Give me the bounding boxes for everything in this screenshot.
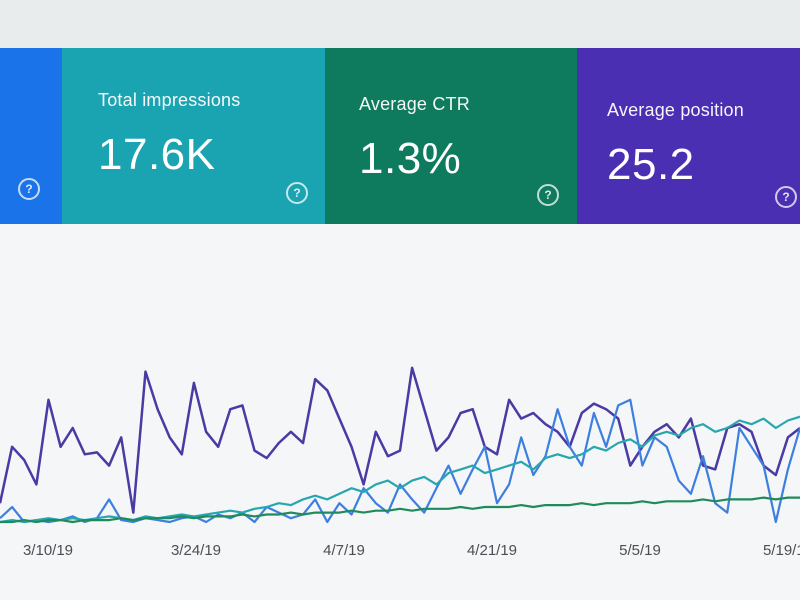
x-tick-label: 4/21/19 — [467, 542, 517, 559]
series-line-position-line — [0, 366, 800, 514]
x-axis-ticks: 3/10/19 3/24/19 4/7/19 4/21/19 5/5/19 5/19/19 — [23, 542, 800, 559]
x-tick-label: 4/7/19 — [323, 542, 365, 559]
series-line-impressions-line — [0, 415, 800, 524]
help-circle-icon[interactable]: ? — [537, 184, 559, 206]
metric-value: 25.2 — [607, 140, 695, 189]
help-circle-icon[interactable]: ? — [775, 186, 797, 208]
average-position-card[interactable]: Average position 25.2 ? — [577, 48, 800, 224]
help-circle-icon[interactable]: ? — [18, 178, 40, 200]
metric-label: Average CTR — [359, 94, 470, 114]
x-tick-label: 5/19/19 — [763, 542, 800, 559]
metric-label: Total impressions — [98, 90, 241, 110]
total-impressions-card[interactable]: Total impressions 17.6K ? — [62, 48, 325, 224]
metric-label: Average position — [607, 100, 744, 120]
series-line-clicks-line — [0, 398, 800, 524]
metric-cards: ? Total impressions 17.6K ? Average CTR … — [0, 48, 800, 224]
x-tick-label: 5/5/19 — [619, 542, 661, 559]
performance-chart-svg: 3/10/19 3/24/19 4/7/19 4/21/19 5/5/19 5/19/19 — [0, 366, 800, 559]
top-strip — [0, 0, 800, 48]
metric-value: 17.6K — [98, 130, 216, 179]
average-ctr-card[interactable]: Average CTR 1.3% ? — [325, 48, 577, 224]
series-line-ctr-line — [0, 496, 800, 524]
chart-series-layer — [0, 366, 800, 524]
metric-value: 1.3% — [359, 134, 462, 183]
help-circle-icon[interactable]: ? — [286, 182, 308, 204]
performance-chart: 3/10/19 3/24/19 4/7/19 4/21/19 5/5/19 5/19/19 — [0, 224, 800, 600]
x-tick-label: 3/24/19 — [171, 542, 221, 559]
total-clicks-card[interactable]: ? — [0, 48, 62, 224]
x-tick-label: 3/10/19 — [23, 542, 73, 559]
